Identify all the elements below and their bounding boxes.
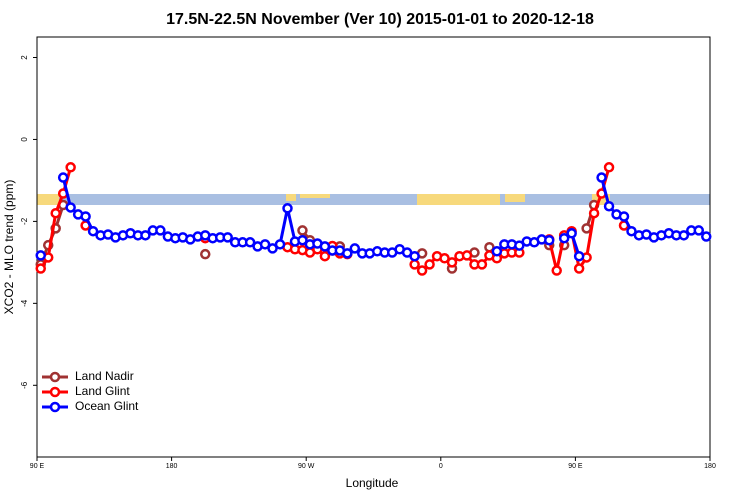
land-band [286, 194, 296, 201]
surface-band [37, 194, 710, 205]
ocean-band [37, 194, 710, 205]
x-tick-label: 90 E [30, 463, 45, 470]
plot-frame [36, 36, 711, 458]
y-axis-label: XCO2 - MLO trend (ppm) [2, 180, 16, 315]
point [566, 228, 577, 239]
point [596, 172, 607, 183]
point [446, 257, 458, 268]
point [693, 225, 705, 236]
y-tick-label: 2 [20, 55, 29, 60]
point [461, 250, 473, 261]
point [35, 250, 46, 261]
point [244, 237, 256, 248]
legend-label: Ocean Glint [75, 399, 139, 413]
point [222, 232, 233, 243]
point [558, 232, 570, 244]
point [349, 243, 361, 254]
land-band [505, 194, 525, 202]
point [409, 259, 420, 270]
point [701, 231, 712, 242]
point [603, 200, 615, 212]
point [678, 230, 690, 241]
point [65, 202, 76, 213]
point [603, 162, 615, 173]
point [416, 265, 428, 276]
point [57, 172, 69, 183]
x-axis-label: Longitude [346, 476, 399, 490]
x-tick-label: 90 W [298, 463, 315, 470]
x-tick-label: 180 [166, 463, 178, 470]
y-tick-label: -2 [20, 217, 29, 225]
point [282, 203, 293, 214]
point [267, 243, 278, 254]
point [551, 265, 562, 276]
point [35, 263, 46, 274]
point [573, 250, 585, 262]
point [476, 259, 488, 270]
point [319, 241, 331, 252]
y-tick-label: -4 [20, 299, 29, 307]
land-band [592, 194, 610, 205]
point [274, 239, 286, 250]
land-band [37, 194, 59, 205]
y-tick-label: 0 [20, 137, 29, 142]
point [491, 246, 503, 257]
chart-title: 17.5N-22.5N November (Ver 10) 2015-01-01… [166, 11, 594, 28]
land-band [417, 194, 500, 205]
point [439, 253, 450, 264]
point [65, 162, 76, 173]
point [200, 248, 211, 260]
point [588, 207, 600, 219]
legend-label: Land Nadir [75, 369, 134, 383]
legend-label: Land Glint [75, 384, 130, 398]
point [319, 250, 331, 262]
point [581, 223, 592, 234]
point [543, 234, 555, 246]
point [514, 240, 525, 251]
legend-marker [49, 401, 61, 413]
point [618, 211, 630, 222]
point [342, 248, 353, 259]
point [259, 239, 271, 250]
point [626, 225, 637, 237]
y-tick-label: -6 [20, 381, 29, 389]
series [35, 172, 712, 262]
point [409, 250, 420, 262]
point [573, 263, 585, 274]
point [297, 234, 308, 246]
x-tick-label: 90 E [568, 463, 583, 470]
point [424, 259, 435, 270]
point [50, 207, 61, 219]
point [297, 225, 308, 236]
point [50, 223, 61, 234]
land-band [300, 194, 330, 198]
point [155, 225, 166, 236]
legend-marker [49, 371, 61, 383]
point [140, 230, 151, 241]
x-tick-label: 180 [704, 463, 716, 470]
x-tick-label: 0 [439, 463, 443, 470]
point [87, 225, 99, 237]
legend-marker [49, 386, 61, 398]
point [80, 211, 91, 222]
